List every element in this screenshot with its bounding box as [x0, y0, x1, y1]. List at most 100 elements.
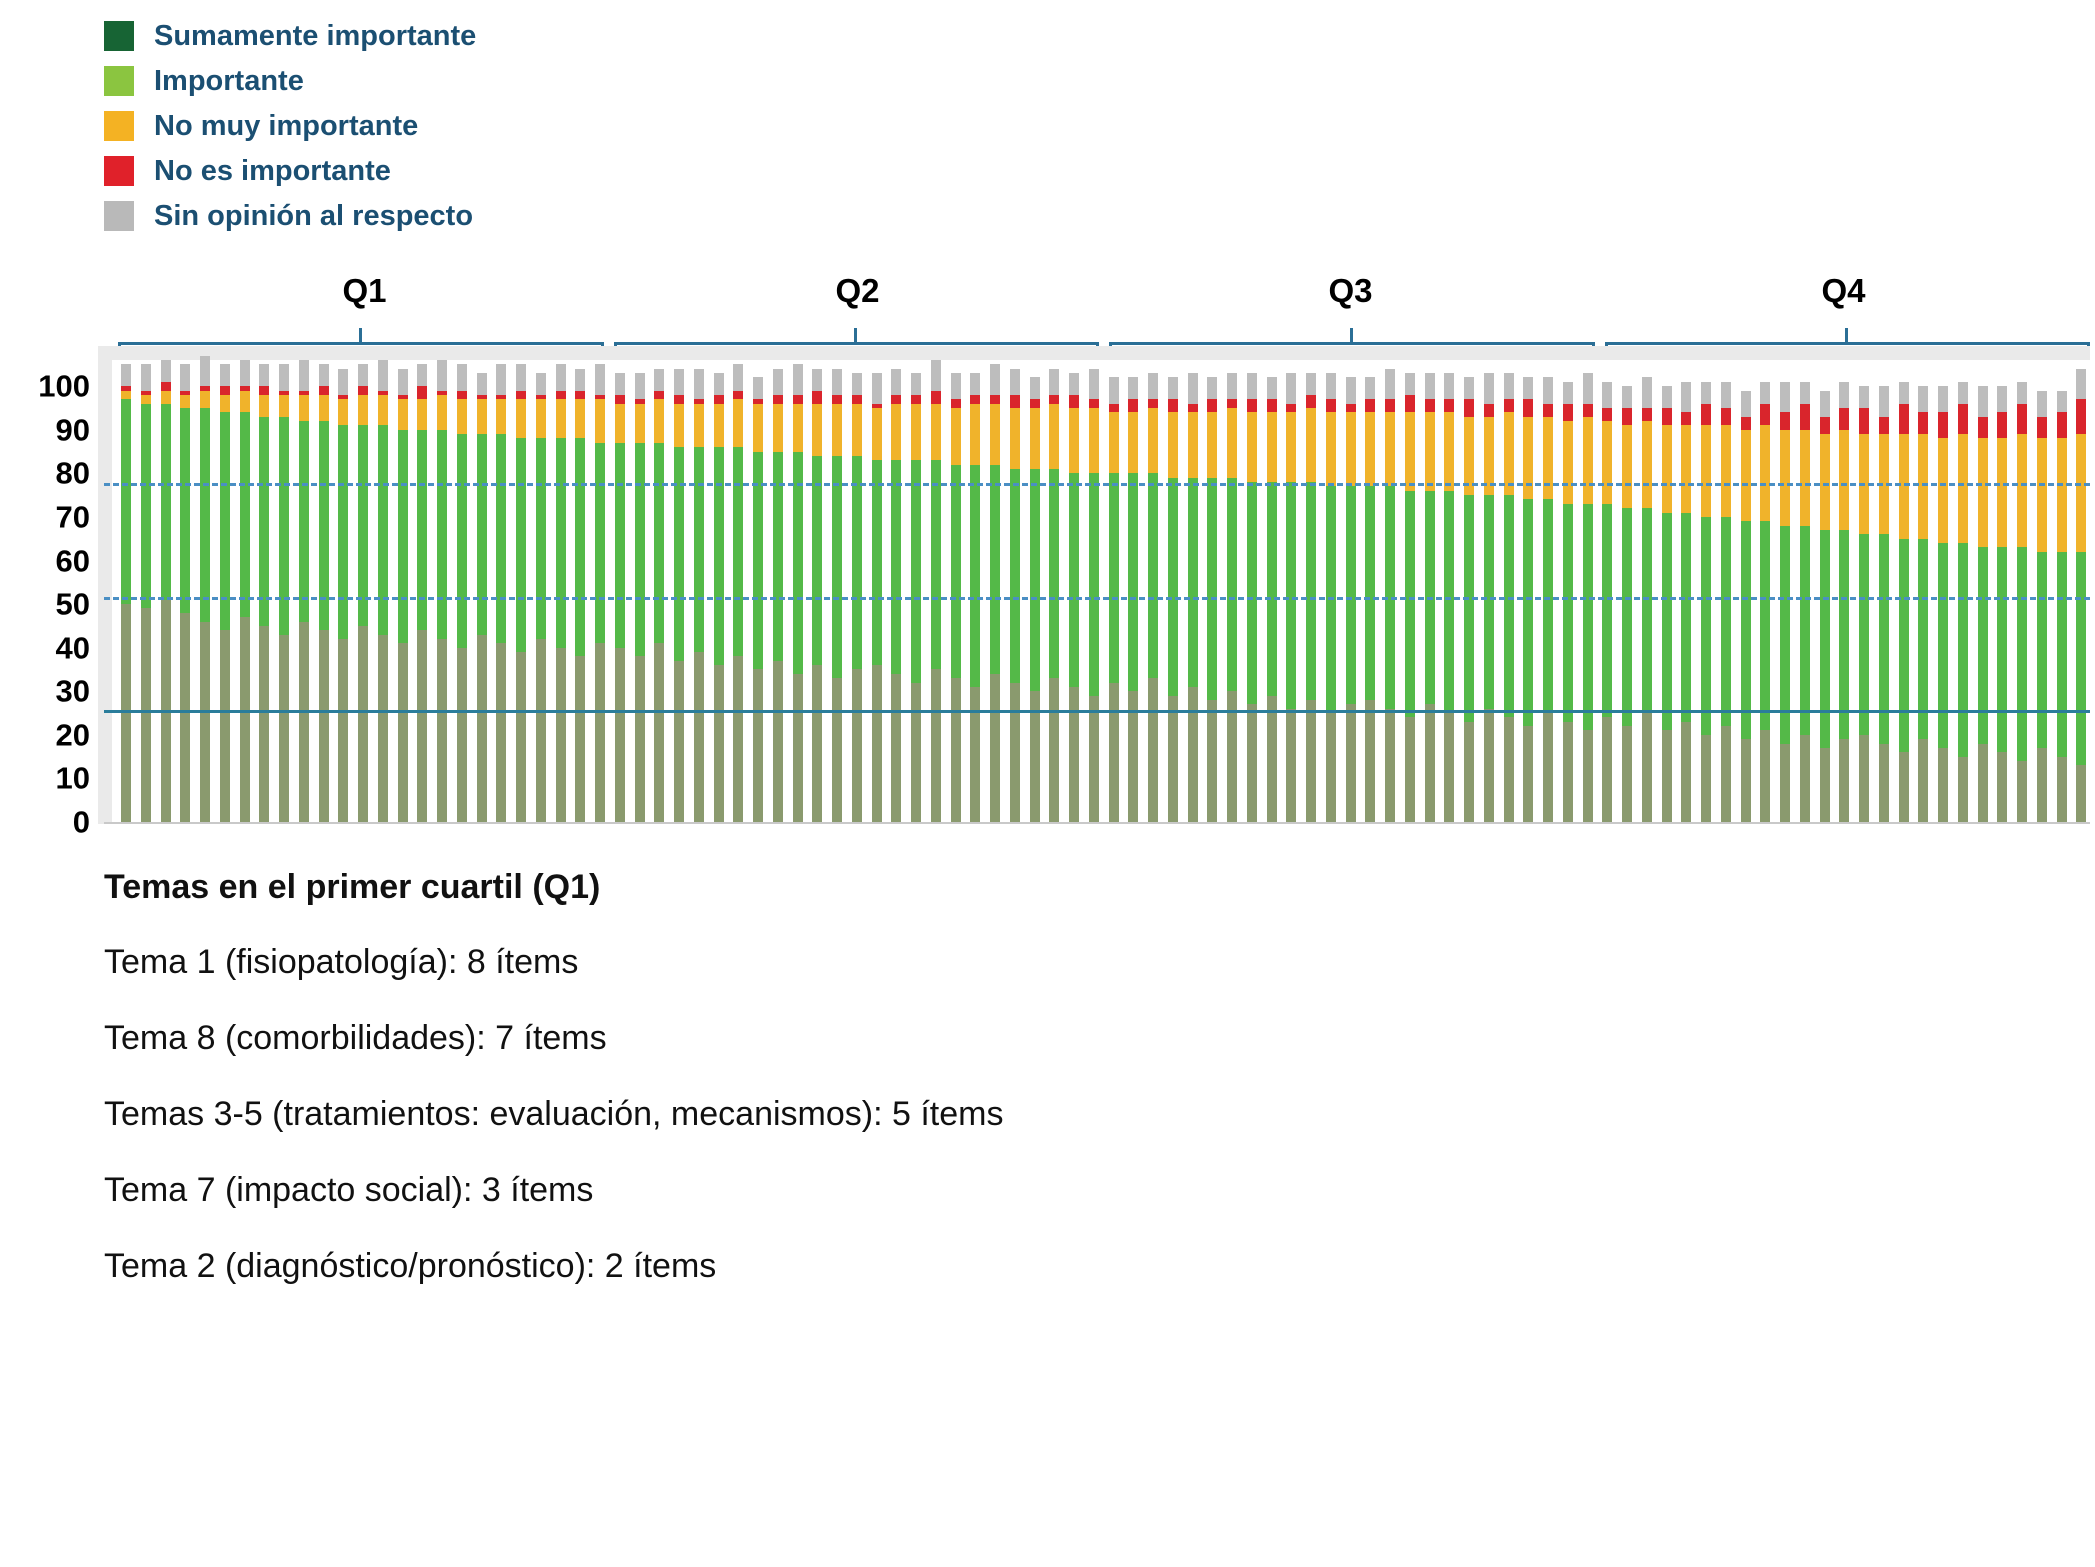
segment [456, 434, 467, 648]
segment [496, 364, 507, 395]
segment [733, 447, 744, 657]
segment [1938, 747, 1948, 822]
segment [812, 455, 823, 666]
y-tick-0: 0 [72, 804, 90, 840]
segment [1602, 717, 1613, 822]
segment [1898, 434, 1909, 539]
segment [1760, 521, 1771, 731]
segment [1799, 429, 1810, 526]
segment [1543, 416, 1553, 500]
segment [990, 364, 1000, 395]
segment [456, 647, 467, 822]
segment [318, 394, 329, 422]
segment [1424, 412, 1435, 491]
segment [1148, 678, 1158, 822]
bar-77 [1622, 386, 1632, 822]
segment [1246, 373, 1257, 400]
bar-51 [1108, 377, 1119, 822]
segment [535, 399, 546, 439]
segment [792, 403, 803, 452]
segment [693, 447, 704, 653]
segment [140, 390, 151, 395]
bar-47 [1029, 377, 1040, 822]
legend-label: Sin opinión al respecto [154, 199, 474, 232]
segment [1069, 373, 1079, 395]
segment [1938, 543, 1948, 748]
segment [693, 652, 704, 822]
segment [1780, 429, 1790, 526]
segment [1720, 516, 1731, 727]
bar-27 [634, 373, 645, 822]
segment [1483, 403, 1494, 417]
segment [338, 368, 349, 395]
legend-swatch-icon [104, 201, 134, 231]
segment [338, 394, 349, 400]
segment [1720, 425, 1731, 517]
segment [930, 669, 941, 822]
bar-63 [1345, 377, 1356, 822]
segment [1167, 477, 1178, 696]
segment [1503, 373, 1514, 400]
bar-35 [792, 364, 803, 822]
segment [1997, 547, 2008, 753]
segment [1365, 399, 1376, 413]
segment [1246, 412, 1257, 483]
segment [832, 403, 842, 456]
segment [1029, 407, 1040, 469]
bar-16 [417, 364, 428, 822]
segment [1187, 686, 1198, 822]
segment [2036, 438, 2047, 552]
segment [1641, 713, 1652, 822]
segment [555, 399, 566, 439]
segment [950, 373, 961, 400]
segment [575, 399, 586, 439]
segment [535, 438, 546, 639]
segment [753, 403, 763, 452]
segment [1878, 416, 1889, 435]
segment [1207, 377, 1218, 400]
segment [1325, 486, 1336, 714]
segment [298, 390, 309, 395]
segment [1641, 407, 1652, 422]
segment [1977, 386, 1988, 417]
bar-20 [496, 364, 507, 822]
segment [575, 390, 586, 400]
segment [397, 643, 408, 822]
segment [1444, 399, 1455, 413]
legend-swatch-icon [104, 156, 134, 186]
segment [614, 394, 625, 404]
bar-24 [575, 368, 586, 822]
segment [219, 630, 230, 822]
segment [1641, 508, 1652, 714]
segment [1957, 756, 1968, 822]
bar-6 [219, 364, 230, 822]
segment [1187, 373, 1198, 404]
segment [1464, 399, 1474, 417]
segment [239, 360, 250, 387]
bar-64 [1365, 377, 1376, 822]
bar-99 [2056, 390, 2067, 822]
segment [1266, 695, 1277, 822]
segment [259, 394, 270, 417]
segment [239, 617, 250, 822]
segment [279, 416, 289, 635]
segment [1029, 377, 1040, 400]
segment [1444, 713, 1455, 822]
segment [1622, 407, 1632, 426]
segment [516, 652, 526, 822]
bar-80 [1681, 381, 1692, 822]
segment [2076, 399, 2087, 435]
segment [674, 447, 684, 661]
segment [437, 394, 447, 430]
segment [180, 364, 191, 391]
segment [1898, 538, 1909, 753]
bracket-tick [1845, 328, 1849, 343]
segment [634, 442, 645, 657]
segment [634, 656, 645, 822]
segment [1069, 686, 1079, 822]
segment [674, 368, 684, 395]
bar-57 [1227, 373, 1237, 822]
segment [1108, 377, 1119, 404]
segment [970, 686, 981, 822]
bar-41 [911, 373, 921, 822]
